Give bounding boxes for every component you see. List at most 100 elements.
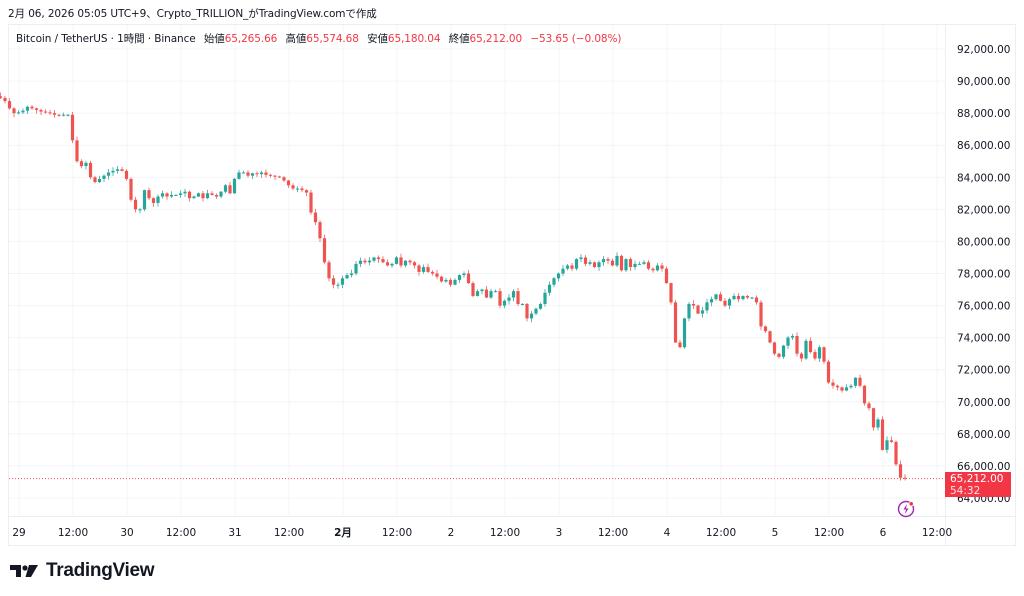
candle bbox=[606, 259, 610, 261]
candle bbox=[601, 259, 606, 263]
candle bbox=[831, 382, 835, 386]
candle bbox=[804, 340, 808, 359]
candle bbox=[93, 177, 97, 183]
low-label: 安値 bbox=[367, 33, 388, 45]
candle bbox=[853, 377, 858, 386]
candle bbox=[313, 212, 318, 223]
candle bbox=[538, 303, 543, 309]
candle bbox=[322, 238, 327, 263]
candle bbox=[12, 108, 16, 114]
candle bbox=[435, 273, 439, 277]
candle bbox=[462, 273, 466, 276]
candle bbox=[57, 114, 61, 116]
candle bbox=[196, 193, 201, 197]
candle bbox=[30, 106, 34, 109]
y-tick-label: 72,000.00 bbox=[957, 365, 1010, 377]
candle bbox=[574, 259, 579, 269]
candle bbox=[624, 259, 628, 271]
candle bbox=[813, 352, 817, 359]
x-tick-label: 3 bbox=[556, 527, 563, 539]
candle bbox=[858, 377, 862, 386]
candle bbox=[826, 361, 831, 383]
candle bbox=[120, 169, 124, 171]
candle bbox=[466, 273, 471, 284]
candle bbox=[844, 387, 849, 391]
candle bbox=[358, 260, 363, 264]
candle bbox=[552, 278, 556, 285]
candle bbox=[660, 265, 664, 269]
candle bbox=[295, 188, 300, 190]
candle bbox=[772, 342, 777, 354]
time-axis: 29 12:00 30 12:00 31 12:00 2月 12:00 2 12:00 3 12:00… bbox=[12, 527, 952, 539]
candle bbox=[525, 303, 529, 319]
x-tick-label: 12:00 bbox=[58, 527, 88, 539]
candle bbox=[84, 162, 88, 167]
chart-legend: Bitcoin / TetherUS · 1時間 · Binance 始値65,… bbox=[16, 31, 621, 46]
candle bbox=[745, 295, 750, 298]
y-tick-label: 74,000.00 bbox=[957, 333, 1010, 345]
tradingview-logo-icon bbox=[10, 565, 38, 577]
candle bbox=[345, 275, 349, 279]
lightning-icon[interactable] bbox=[897, 500, 915, 518]
candle bbox=[291, 185, 295, 189]
candle bbox=[714, 294, 718, 300]
candle bbox=[255, 173, 259, 175]
candle bbox=[808, 340, 813, 353]
candle bbox=[408, 260, 412, 263]
y-tick-label: 80,000.00 bbox=[957, 236, 1010, 248]
candle bbox=[25, 106, 30, 111]
candle bbox=[97, 178, 102, 183]
candle bbox=[579, 257, 583, 260]
close-value: 65,212.00 bbox=[469, 33, 523, 45]
candle bbox=[169, 194, 174, 197]
y-tick-label: 76,000.00 bbox=[957, 301, 1010, 313]
candle bbox=[682, 318, 687, 348]
candle bbox=[286, 180, 291, 186]
change-value: −53.65 (−0.08%) bbox=[530, 33, 622, 45]
candle bbox=[637, 263, 642, 265]
candle bbox=[669, 283, 673, 303]
candle bbox=[529, 313, 534, 319]
candle bbox=[799, 353, 804, 359]
candle bbox=[862, 385, 867, 404]
candle bbox=[651, 268, 655, 271]
candle bbox=[781, 345, 786, 357]
candle bbox=[484, 289, 489, 298]
candle bbox=[309, 192, 313, 213]
candle bbox=[349, 273, 354, 276]
candle bbox=[615, 255, 619, 266]
candle bbox=[750, 297, 754, 299]
candle bbox=[367, 260, 372, 263]
candle bbox=[696, 305, 700, 314]
candle bbox=[363, 260, 367, 263]
y-tick-label: 86,000.00 bbox=[957, 140, 1010, 152]
y-tick-label: 92,000.00 bbox=[957, 44, 1010, 56]
x-tick-label: 4 bbox=[664, 527, 671, 539]
candle bbox=[412, 262, 417, 266]
candle bbox=[417, 265, 421, 272]
y-tick-label: 66,000.00 bbox=[957, 461, 1010, 473]
candle bbox=[840, 387, 844, 391]
tradingview-logo: TradingView bbox=[10, 560, 155, 582]
x-tick-label: 12:00 bbox=[598, 527, 628, 539]
candle bbox=[768, 331, 772, 343]
candle bbox=[700, 310, 705, 314]
candle bbox=[610, 260, 615, 266]
candle bbox=[817, 347, 822, 359]
candle bbox=[471, 283, 475, 296]
candle bbox=[421, 267, 426, 272]
candle bbox=[880, 419, 885, 450]
high-value: 65,574.68 bbox=[306, 33, 359, 45]
candle bbox=[232, 178, 237, 194]
candles bbox=[0, 92, 945, 481]
y-tick-label: 68,000.00 bbox=[957, 429, 1010, 441]
candle bbox=[16, 112, 21, 114]
candle bbox=[570, 265, 574, 269]
candle bbox=[507, 297, 511, 301]
x-tick-label: 29 bbox=[12, 527, 25, 539]
candle bbox=[111, 170, 115, 173]
candle bbox=[687, 303, 691, 319]
chart-caption: 2月 06, 2026 05:05 UTC+9、Crypto_TRILLION_… bbox=[8, 8, 377, 20]
candle bbox=[795, 336, 799, 354]
